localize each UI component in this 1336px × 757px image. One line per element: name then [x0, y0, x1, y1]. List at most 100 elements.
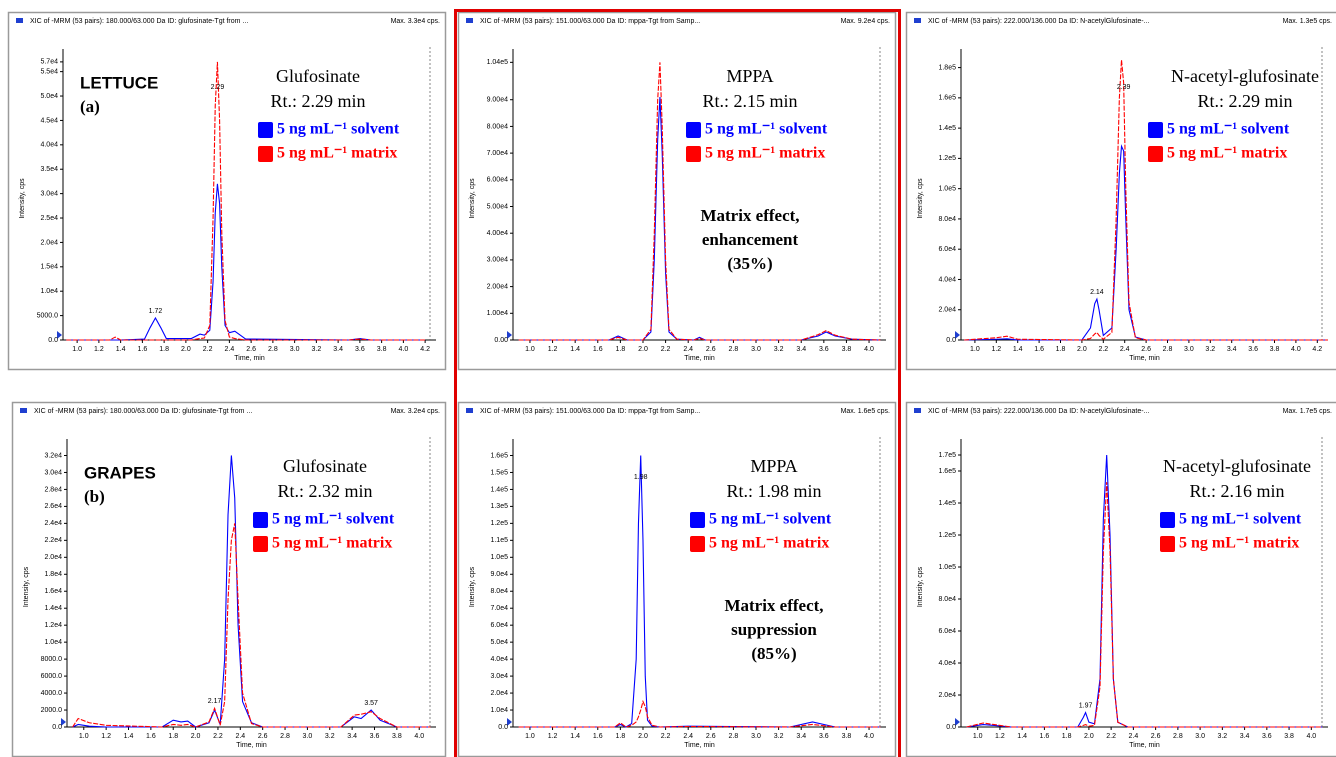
x-tick-label: 2.4	[683, 346, 693, 353]
legend-label: 5 ng mL⁻¹ matrix	[1167, 145, 1287, 162]
max-label: Max. 3.3e4 cps.	[391, 18, 440, 25]
max-label: Max. 9.2e4 cps.	[841, 18, 890, 25]
trace	[518, 699, 881, 728]
y-tick-label: 1.0e4	[490, 707, 508, 714]
x-tick-label: 3.6	[370, 733, 380, 740]
annotation: (35%)	[727, 254, 772, 273]
x-tick-label: 3.8	[392, 733, 402, 740]
retention-time: Rt.: 2.29 min	[1197, 91, 1292, 111]
annotation: (85%)	[751, 644, 796, 663]
sample-label: LETTUCE	[80, 73, 158, 92]
panel-frame	[457, 401, 897, 757]
y-tick-label: 1.6e5	[938, 468, 956, 475]
y-tick-label: 6.0e4	[938, 246, 956, 253]
x-tick-label: 3.4	[347, 733, 357, 740]
panel-letter: (a)	[80, 97, 100, 116]
y-tick-label: 4000.0	[41, 690, 63, 697]
x-tick-label: 4.2	[420, 346, 430, 353]
x-tick-label: 1.8	[168, 733, 178, 740]
legend-swatch	[686, 122, 701, 138]
retention-time: Rt.: 1.98 min	[726, 481, 821, 501]
x-tick-label: 3.4	[1227, 346, 1237, 353]
y-tick-label: 2.00e4	[487, 283, 509, 290]
y-tick-label: 1.4e5	[938, 500, 956, 507]
peak-label: 2.17	[208, 698, 222, 705]
y-tick-label: 8.0e4	[490, 588, 508, 595]
y-tick-label: 1.4e5	[938, 125, 956, 132]
y-tick-label: 1.4e4	[44, 605, 62, 612]
y-tick-label: 2.0e4	[40, 239, 58, 246]
peak-label: 1.72	[149, 308, 163, 315]
y-tick-label: 1.5e4	[40, 264, 58, 271]
x-tick-label: 1.0	[973, 733, 983, 740]
x-tick-label: 3.6	[355, 346, 365, 353]
y-tick-label: 4.5e4	[40, 117, 58, 124]
y-tick-label: 1.3e5	[490, 503, 508, 510]
annotation: Matrix effect,	[700, 206, 799, 225]
x-tick-label: 3.0	[1195, 733, 1205, 740]
x-tick-label: 2.2	[661, 346, 671, 353]
y-tick-label: 1.6e4	[44, 588, 62, 595]
y-tick-label: 8.0e4	[938, 596, 956, 603]
legend-label: 5 ng mL⁻¹ matrix	[705, 145, 825, 162]
y-tick-label: 2.6e4	[44, 503, 62, 510]
y-tick-label: 3.00e4	[487, 257, 509, 264]
x-tick-label: 2.4	[225, 346, 235, 353]
x-tick-label: 2.8	[729, 346, 739, 353]
x-tick-label: 1.6	[146, 733, 156, 740]
x-tick-label: 1.2	[101, 733, 111, 740]
x-tick-label: 1.8	[1062, 733, 1072, 740]
x-axis-label: Time, min	[234, 355, 265, 362]
y-tick-label: 5.0e4	[40, 93, 58, 100]
x-tick-label: 3.0	[751, 346, 761, 353]
highlight-box	[454, 9, 901, 757]
x-tick-label: 2.2	[661, 733, 671, 740]
y-axis-label: Intensity, cps	[19, 178, 26, 219]
retention-time: Rt.: 2.15 min	[702, 91, 797, 111]
x-tick-label: 3.8	[842, 733, 852, 740]
legend-label: 5 ng mL⁻¹ solvent	[1167, 121, 1290, 138]
x-tick-label: 3.4	[796, 346, 806, 353]
y-tick-label: 4.00e4	[487, 230, 509, 237]
x-tick-label: 1.2	[995, 733, 1005, 740]
x-tick-label: 4.0	[399, 346, 409, 353]
panel-letter: (b)	[84, 487, 105, 506]
y-tick-label: 6000.0	[41, 673, 63, 680]
x-tick-label: 2.6	[1151, 733, 1161, 740]
x-tick-label: 2.4	[235, 733, 245, 740]
x-tick-label: 1.4	[1017, 733, 1027, 740]
compound-name: N-acetyl-glufosinate	[1163, 456, 1311, 476]
axis-marker	[507, 331, 512, 339]
y-tick-label: 4.0e4	[938, 276, 956, 283]
header-icon	[16, 18, 23, 23]
retention-time: Rt.: 2.32 min	[277, 481, 372, 501]
x-tick-label: 2.4	[1129, 733, 1139, 740]
y-tick-label: 2.4e4	[44, 520, 62, 527]
peak-label: 1.98	[634, 474, 648, 481]
trace	[72, 523, 431, 728]
x-tick-label: 1.6	[593, 346, 603, 353]
x-tick-label: 1.4	[116, 346, 126, 353]
x-tick-label: 3.2	[312, 346, 322, 353]
panel-header: XIC of -MRM (53 pairs): 151.000/63.000 D…	[480, 18, 700, 25]
x-tick-label: 1.6	[138, 346, 148, 353]
annotation: suppression	[731, 620, 817, 639]
x-axis-label: Time, min	[1129, 355, 1160, 362]
axis-marker	[955, 331, 960, 339]
peak-label: 3.57	[364, 700, 378, 707]
y-axis-label: Intensity, cps	[917, 566, 924, 607]
x-tick-label: 1.4	[570, 733, 580, 740]
legend-label: 5 ng mL⁻¹ matrix	[1179, 535, 1299, 552]
y-tick-label: 4.0e4	[40, 142, 58, 149]
y-tick-label: 2000.0	[41, 707, 63, 714]
y-tick-label: 1.6e5	[938, 95, 956, 102]
panel-header: XIC of -MRM (53 pairs): 180.000/63.000 D…	[34, 408, 252, 415]
y-tick-label: 5.00e4	[487, 203, 509, 210]
x-tick-label: 3.2	[1205, 346, 1215, 353]
x-tick-label: 3.4	[796, 733, 806, 740]
max-label: Max. 3.2e4 cps.	[391, 408, 440, 415]
x-axis-label: Time, min	[236, 742, 267, 749]
y-axis-label: Intensity, cps	[23, 566, 30, 607]
x-tick-label: 1.2	[548, 346, 558, 353]
legend-label: 5 ng mL⁻¹ matrix	[709, 535, 829, 552]
